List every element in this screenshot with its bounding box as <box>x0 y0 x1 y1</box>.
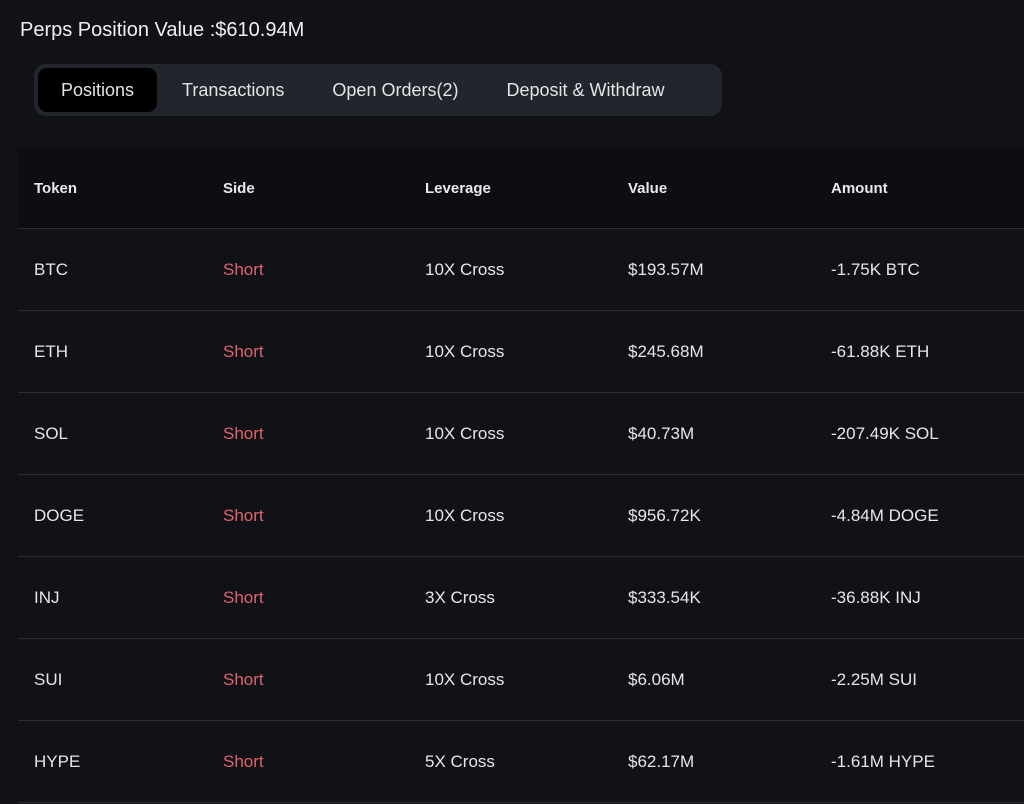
cell-value: $6.06M <box>628 669 685 689</box>
table-header: Token Side Leverage Value Amount <box>18 148 1024 229</box>
cell-token: ETH <box>34 341 68 361</box>
cell-side: Short <box>223 423 264 443</box>
table-row[interactable]: SOL Short 10X Cross $40.73M -207.49K SOL <box>18 393 1024 475</box>
tab-bar: Positions Transactions Open Orders(2) De… <box>34 64 722 116</box>
cell-value: $193.57M <box>628 259 704 279</box>
cell-value: $40.73M <box>628 423 695 443</box>
table-row[interactable]: BTC Short 10X Cross $193.57M -1.75K BTC <box>18 229 1024 311</box>
cell-leverage: 5X Cross <box>425 751 495 771</box>
cell-token: BTC <box>34 259 68 279</box>
cell-amount: -1.61M HYPE <box>831 751 935 771</box>
cell-leverage: 10X Cross <box>425 259 505 279</box>
cell-token: HYPE <box>34 751 81 771</box>
column-header-token[interactable]: Token <box>34 179 78 197</box>
cell-leverage: 10X Cross <box>425 669 505 689</box>
table-row[interactable]: HYPE Short 5X Cross $62.17M -1.61M HYPE <box>18 721 1024 803</box>
tab-deposit-withdraw[interactable]: Deposit & Withdraw <box>506 79 665 100</box>
cell-token: SOL <box>34 423 69 443</box>
column-header-value[interactable]: Value <box>628 179 668 197</box>
tab-open-orders[interactable]: Open Orders(2) <box>332 79 459 100</box>
cell-amount: -36.88K INJ <box>831 587 921 607</box>
table-row[interactable]: ETH Short 10X Cross $245.68M -61.88K ETH <box>18 311 1024 393</box>
cell-side: Short <box>223 259 264 279</box>
cell-amount: -2.25M SUI <box>831 669 917 689</box>
cell-amount: -4.84M DOGE <box>831 505 939 525</box>
cell-leverage: 10X Cross <box>425 505 505 525</box>
cell-token: INJ <box>34 587 60 607</box>
page-title: Perps Position Value :$610.94M <box>20 19 305 41</box>
table-row[interactable]: DOGE Short 10X Cross $956.72K -4.84M DOGE <box>18 475 1024 557</box>
cell-side: Short <box>223 669 264 689</box>
cell-leverage: 10X Cross <box>425 341 505 361</box>
cell-leverage: 10X Cross <box>425 423 505 443</box>
cell-leverage: 3X Cross <box>425 587 495 607</box>
cell-side: Short <box>223 587 264 607</box>
table-row[interactable]: INJ Short 3X Cross $333.54K -36.88K INJ <box>18 557 1024 639</box>
cell-value: $62.17M <box>628 751 695 771</box>
cell-side: Short <box>223 751 264 771</box>
cell-value: $956.72K <box>628 505 701 525</box>
cell-side: Short <box>223 505 264 525</box>
column-header-amount[interactable]: Amount <box>831 179 888 197</box>
cell-amount: -207.49K SOL <box>831 423 939 443</box>
cell-side: Short <box>223 341 264 361</box>
cell-token: SUI <box>34 669 63 689</box>
column-header-side[interactable]: Side <box>223 179 255 197</box>
cell-value: $333.54K <box>628 587 701 607</box>
column-header-leverage[interactable]: Leverage <box>425 179 491 197</box>
cell-amount: -1.75K BTC <box>831 259 920 279</box>
cell-value: $245.68M <box>628 341 704 361</box>
cell-amount: -61.88K ETH <box>831 341 930 361</box>
table-row[interactable]: SUI Short 10X Cross $6.06M -2.25M SUI <box>18 639 1024 721</box>
tab-positions[interactable]: Positions <box>38 68 158 112</box>
tab-transactions[interactable]: Transactions <box>182 79 285 100</box>
positions-table: Token Side Leverage Value Amount BTC Shor… <box>18 148 1024 803</box>
cell-token: DOGE <box>34 505 85 525</box>
